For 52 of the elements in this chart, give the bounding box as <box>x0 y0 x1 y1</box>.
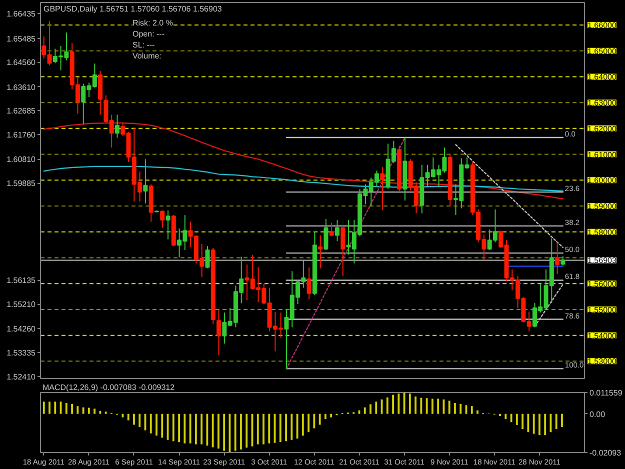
candlestick <box>160 210 165 228</box>
candlestick <box>318 234 323 269</box>
y-tick-label: 1.53335 <box>6 348 36 358</box>
y-tick-label: 1.63610 <box>6 82 36 92</box>
ref-line-label: 1.55000 <box>588 305 617 314</box>
ref-line-label: 1.59000 <box>588 202 617 212</box>
ref-line-label: 1.63000 <box>588 98 617 108</box>
annotation: SL: --- <box>132 40 156 50</box>
candlestick <box>340 227 346 276</box>
y-tick-label: 1.59885 <box>6 179 36 188</box>
y-tick-label: 0.011559 <box>590 388 623 398</box>
ref-line-label: 1.62000 <box>588 124 617 134</box>
ref-line-label: 1.61000 <box>588 150 617 160</box>
y-tick-label: 1.54260 <box>6 324 36 334</box>
chart-title: MACD(12,26,9) -0.007083 -0.009312 <box>42 383 176 392</box>
candlestick <box>324 218 328 250</box>
y-tick-label: 1.56135 <box>6 276 36 286</box>
candlestick <box>560 256 566 266</box>
ref-line-label: 1.66000 <box>588 21 617 30</box>
ref-line-label: 1.53000 <box>588 357 617 366</box>
y-tick-label: 1.55210 <box>6 300 36 310</box>
y-tick-label: 1.61760 <box>6 130 36 140</box>
candlestick <box>306 266 312 300</box>
annotation: Volume: <box>132 52 162 60</box>
candlestick <box>329 222 334 237</box>
candlestick <box>143 158 148 204</box>
y-tick-label: 1.62685 <box>6 106 36 116</box>
candlestick <box>114 114 120 138</box>
candlestick <box>335 219 340 242</box>
candlestick <box>205 246 210 269</box>
ref-line-label: 1.56000 <box>588 280 617 289</box>
y-tick-label: -0.02093 <box>590 448 622 458</box>
annotation: Risk: 2.0 % <box>132 18 173 28</box>
candlestick <box>555 242 560 275</box>
annotation: Open: --- <box>132 30 165 38</box>
y-tick-label: 1.65485 <box>6 34 36 44</box>
candlestick <box>216 309 222 356</box>
ref-line-label: 1.60000 <box>588 176 617 186</box>
y-tick-label: 1.66435 <box>6 10 36 19</box>
candlestick <box>166 210 170 240</box>
line-series <box>286 136 406 370</box>
chart-title: GBPUSD,Daily 1.56751 1.57060 1.56706 1.56903 <box>44 4 222 14</box>
ref-line-label: 1.54000 <box>588 331 617 340</box>
y-tick-label: 0.00 <box>590 410 606 419</box>
candlestick <box>380 166 385 211</box>
ref-line-label: 1.64000 <box>588 72 617 82</box>
y-tick-label: 1.60810 <box>6 155 36 164</box>
ref-line-label: 1.65000 <box>588 46 617 56</box>
y-tick-label: 1.52410 <box>6 372 36 382</box>
ref-line-label: 1.58000 <box>588 228 617 237</box>
y-tick-label: 1.64560 <box>6 58 36 68</box>
ref-line-label: 1.56903 <box>588 256 617 266</box>
